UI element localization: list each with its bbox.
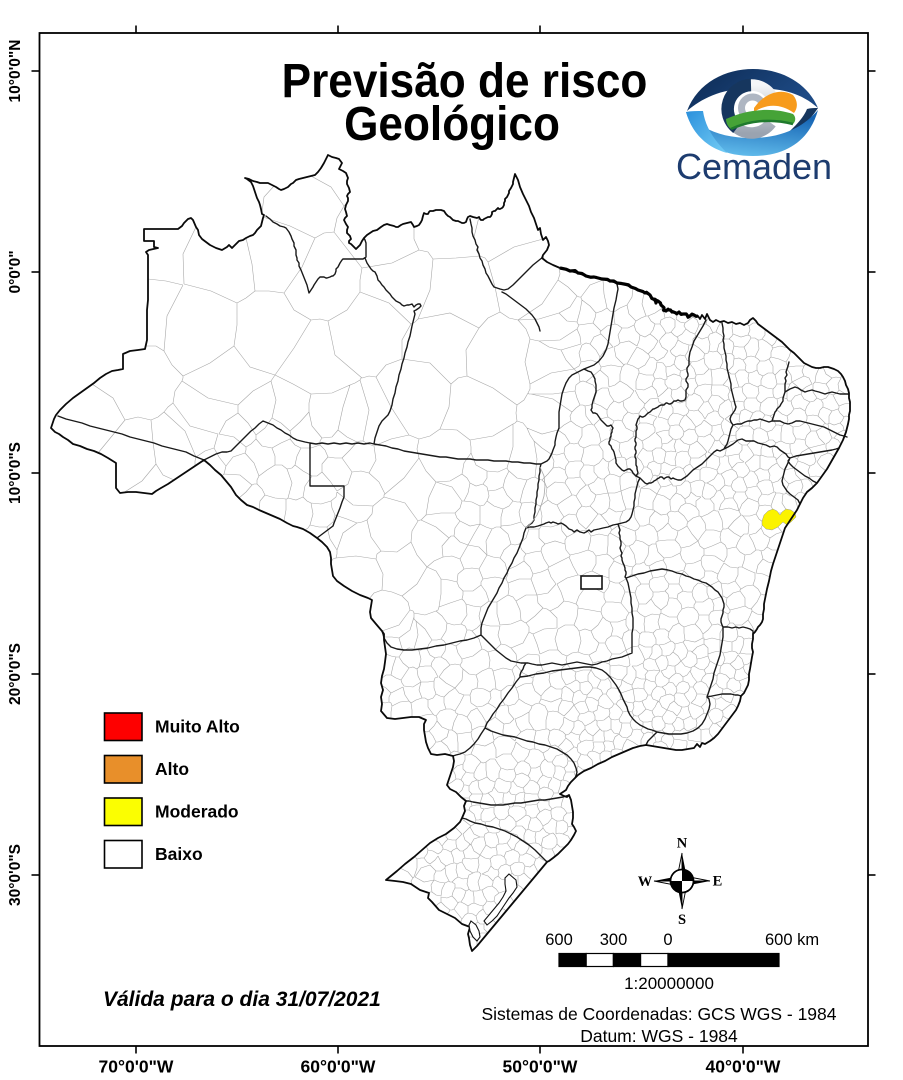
svg-text:50°0'0"W: 50°0'0"W [503,1057,578,1077]
svg-text:300: 300 [600,931,628,949]
svg-text:10°0'0"N: 10°0'0"N [7,40,24,103]
svg-text:Muito Alto: Muito Alto [155,717,240,737]
svg-text:Previsão de risco: Previsão de risco [282,53,648,107]
svg-text:N: N [677,836,688,852]
svg-text:40°0'0"W: 40°0'0"W [706,1057,781,1077]
svg-text:60°0'0"W: 60°0'0"W [301,1057,376,1077]
svg-text:W: W [638,874,653,890]
svg-text:Moderado: Moderado [155,802,239,822]
svg-text:70°0'0"W: 70°0'0"W [99,1057,174,1077]
svg-text:0°0'0": 0°0'0" [7,250,24,293]
svg-text:0: 0 [663,931,672,949]
svg-text:Cemaden: Cemaden [676,146,832,187]
svg-text:Válida para o dia 31/07/2021: Válida para o dia 31/07/2021 [103,988,381,1011]
svg-text:Alto: Alto [155,759,189,779]
svg-text:20°0'0"S: 20°0'0"S [7,643,24,705]
svg-text:600: 600 [545,931,573,949]
svg-text:Baixo: Baixo [155,844,203,864]
svg-text:600 km: 600 km [765,931,819,949]
svg-text:E: E [713,874,723,890]
svg-text:Geológico: Geológico [344,96,560,150]
svg-text:1:20000000: 1:20000000 [624,974,714,993]
svg-text:Sistemas de Coordenadas: GCS W: Sistemas de Coordenadas: GCS WGS - 1984 [481,1004,836,1024]
svg-text:30°0'0"S: 30°0'0"S [7,844,24,906]
svg-text:S: S [678,912,686,928]
svg-text:10°0'0"S: 10°0'0"S [7,442,24,504]
svg-text:Datum: WGS - 1984: Datum: WGS - 1984 [580,1026,738,1046]
